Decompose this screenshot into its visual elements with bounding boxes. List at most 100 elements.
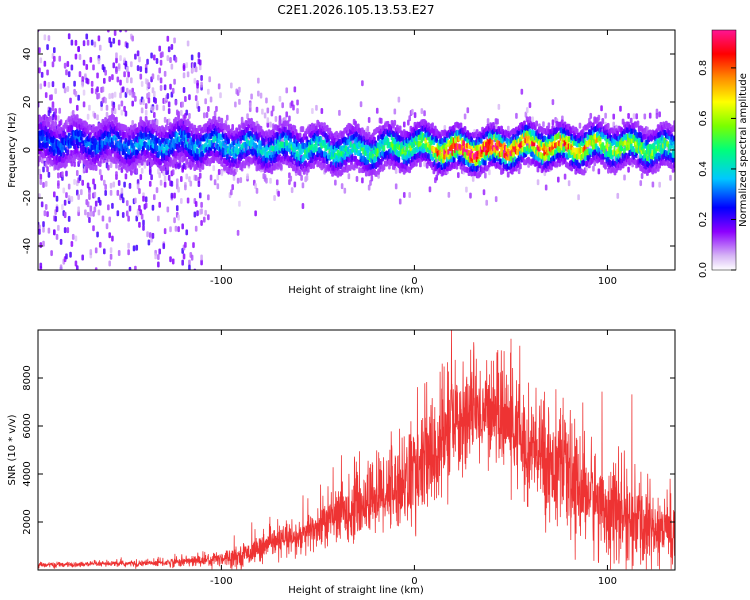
spectrogram-cell — [156, 17, 159, 23]
spectrogram-cell — [57, 180, 60, 187]
spectrogram-cell — [159, 59, 163, 66]
spectrogram-cell — [285, 150, 289, 157]
spectrogram-cell — [616, 192, 620, 199]
spectrogram-cell — [89, 56, 93, 63]
spectrogram-cell — [46, 166, 49, 173]
colorbar-label: Normalized spectral amplitude — [738, 73, 749, 227]
spectrogram-cell — [139, 209, 143, 216]
spectrogram-cell — [157, 74, 160, 81]
spectrogram-cell — [133, 162, 137, 169]
spectrogram-cell — [236, 177, 240, 184]
spectrogram-cell — [393, 119, 397, 126]
spectrogram-cell — [133, 123, 137, 130]
colorbar-tick-label: 0.2 — [698, 212, 709, 228]
spectrogram-cell — [601, 117, 605, 124]
spectrogram-cell — [423, 160, 426, 167]
spectrogram-cell — [358, 167, 361, 174]
spectrogram-cell — [103, 303, 106, 309]
spectrogram-cell — [193, 77, 197, 84]
spectrogram-cell — [57, 172, 60, 179]
spectrogram-cell — [194, 95, 198, 102]
spectrogram-cell — [128, 205, 132, 212]
spectrogram-cell — [490, 139, 494, 146]
spectrogram-cell — [184, 184, 187, 191]
spectrogram-cell — [78, 174, 82, 181]
spectrogram-cell — [111, 92, 114, 99]
spectrogram-cell — [108, 93, 112, 100]
spectrogram-cell — [230, 189, 233, 196]
spectrogram-cell — [257, 90, 260, 97]
spectrogram-y-label: Frequency (Hz) — [7, 112, 18, 188]
spectrogram-cell — [128, 266, 132, 270]
spectrogram-cell — [194, 175, 198, 182]
spectrogram-cell — [86, 39, 90, 46]
spectrogram-cell — [567, 180, 571, 187]
spectrogram-cell — [89, 210, 93, 217]
spectrogram-cell — [119, 92, 122, 99]
spectrogram-cell — [93, 191, 97, 198]
spectrogram-cell — [82, 89, 86, 96]
spectrogram-cell — [184, 4, 187, 10]
spectrogram-cell — [158, 67, 162, 74]
spectrogram-cell — [219, 92, 222, 99]
spectrogram-cell — [41, 271, 44, 277]
spectrogram-cell — [394, 167, 398, 174]
spectrogram-cell — [167, 46, 171, 53]
spectrogram-cell — [398, 125, 402, 132]
spectrogram-cell — [217, 83, 221, 90]
spectrogram-cell — [162, 243, 166, 250]
spectrogram-cell — [208, 76, 212, 83]
spectrogram-cell — [205, 112, 209, 119]
spectrogram-cell — [186, 197, 190, 204]
spectrogram-cell — [651, 181, 655, 188]
spectrogram-cell — [191, 392, 194, 398]
spectrogram-cell — [225, 114, 229, 121]
snr-y-label: SNR (10 * v/v) — [7, 414, 18, 485]
spectrogram-cell — [107, 164, 110, 171]
spectrogram-cell — [98, 277, 101, 283]
spectrogram-cell — [486, 118, 490, 125]
spectrogram-cell — [471, 175, 475, 182]
spectrogram-cell — [51, 105, 55, 112]
spectrogram-cell — [238, 86, 241, 93]
snr-y-tick-label: 8000 — [22, 365, 33, 390]
spectrogram-cell — [314, 145, 318, 152]
spectrogram-cell — [230, 82, 233, 89]
spectrogram-cell — [198, 0, 201, 2]
spectrogram-cell — [61, 305, 64, 311]
spectrogram-cell — [136, 65, 140, 72]
spectrogram-cell — [117, 250, 121, 257]
spectrogram-cell — [196, 210, 199, 217]
spectrogram-cell — [257, 77, 260, 84]
spectrogram-cell — [74, 39, 78, 46]
spectrogram-cell — [90, 87, 94, 94]
spectrogram-cell — [119, 129, 122, 136]
spectrogram-cell — [375, 107, 379, 114]
spectrogram-cell — [52, 125, 56, 132]
spectrogram-cell — [154, 253, 157, 260]
spectrogram-cell — [266, 117, 270, 124]
spectrogram-cell — [300, 174, 303, 181]
spectrogram-cell — [61, 204, 64, 211]
spectrogram-cell — [155, 187, 159, 194]
spectrogram-cell — [151, 106, 155, 113]
spectrogram-cell — [104, 189, 107, 196]
spectrogram-cell — [188, 112, 191, 119]
spectrogram-cell — [121, 211, 125, 218]
spectrogram-cell — [73, 161, 76, 168]
spectrogram-cell — [173, 192, 176, 199]
spectrogram-cell — [255, 187, 259, 194]
spectrogram-cell — [217, 116, 221, 123]
spectrogram-cell — [125, 66, 129, 73]
spectrogram-cell — [138, 56, 141, 63]
spectrogram-cell — [163, 84, 167, 91]
spectrogram-cell — [177, 331, 180, 337]
spectrogram-cell — [367, 184, 371, 191]
spectrogram-cell — [658, 181, 661, 188]
spectrogram-cell — [82, 101, 86, 108]
spectrogram-cell — [408, 192, 411, 199]
spectrogram-cell — [180, 176, 183, 183]
spectrogram-cell — [147, 81, 151, 88]
spectrogram-cell — [92, 225, 95, 232]
